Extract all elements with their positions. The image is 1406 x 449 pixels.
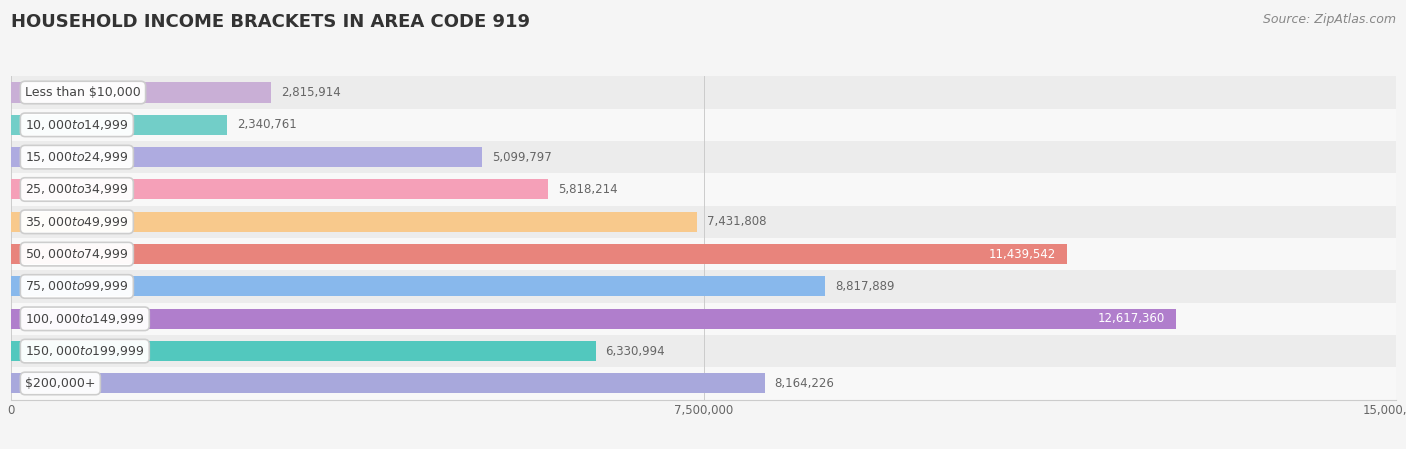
Text: 5,099,797: 5,099,797 xyxy=(492,151,551,163)
Bar xyxy=(11,341,596,361)
Text: $35,000 to $49,999: $35,000 to $49,999 xyxy=(25,215,128,229)
Bar xyxy=(11,83,271,102)
Text: 8,164,226: 8,164,226 xyxy=(775,377,835,390)
Text: $10,000 to $14,999: $10,000 to $14,999 xyxy=(25,118,128,132)
Text: $75,000 to $99,999: $75,000 to $99,999 xyxy=(25,279,128,294)
Bar xyxy=(11,309,1177,329)
Bar xyxy=(11,374,765,393)
Bar xyxy=(11,367,1396,400)
Bar xyxy=(11,147,482,167)
Bar xyxy=(11,109,1396,141)
Bar xyxy=(11,76,1396,109)
Text: 7,431,808: 7,431,808 xyxy=(707,216,766,228)
Text: $200,000+: $200,000+ xyxy=(25,377,96,390)
Text: Less than $10,000: Less than $10,000 xyxy=(25,86,141,99)
Text: 12,617,360: 12,617,360 xyxy=(1098,313,1166,325)
Bar xyxy=(11,244,1067,264)
Bar xyxy=(11,335,1396,367)
Text: $100,000 to $149,999: $100,000 to $149,999 xyxy=(25,312,145,326)
Bar xyxy=(11,212,697,232)
Bar xyxy=(11,277,825,296)
Text: 11,439,542: 11,439,542 xyxy=(988,248,1056,260)
Text: 5,818,214: 5,818,214 xyxy=(558,183,617,196)
Text: Source: ZipAtlas.com: Source: ZipAtlas.com xyxy=(1263,13,1396,26)
Text: $150,000 to $199,999: $150,000 to $199,999 xyxy=(25,344,145,358)
Bar xyxy=(11,141,1396,173)
Text: 6,330,994: 6,330,994 xyxy=(606,345,665,357)
Text: HOUSEHOLD INCOME BRACKETS IN AREA CODE 919: HOUSEHOLD INCOME BRACKETS IN AREA CODE 9… xyxy=(11,13,530,31)
Bar xyxy=(11,206,1396,238)
Text: $15,000 to $24,999: $15,000 to $24,999 xyxy=(25,150,128,164)
Text: 2,340,761: 2,340,761 xyxy=(238,119,297,131)
Text: 2,815,914: 2,815,914 xyxy=(281,86,340,99)
Bar xyxy=(11,270,1396,303)
Bar xyxy=(11,303,1396,335)
Text: 8,817,889: 8,817,889 xyxy=(835,280,894,293)
Text: $25,000 to $34,999: $25,000 to $34,999 xyxy=(25,182,128,197)
Text: $50,000 to $74,999: $50,000 to $74,999 xyxy=(25,247,128,261)
Bar xyxy=(11,238,1396,270)
Bar xyxy=(11,115,228,135)
Bar xyxy=(11,180,548,199)
Bar xyxy=(11,173,1396,206)
